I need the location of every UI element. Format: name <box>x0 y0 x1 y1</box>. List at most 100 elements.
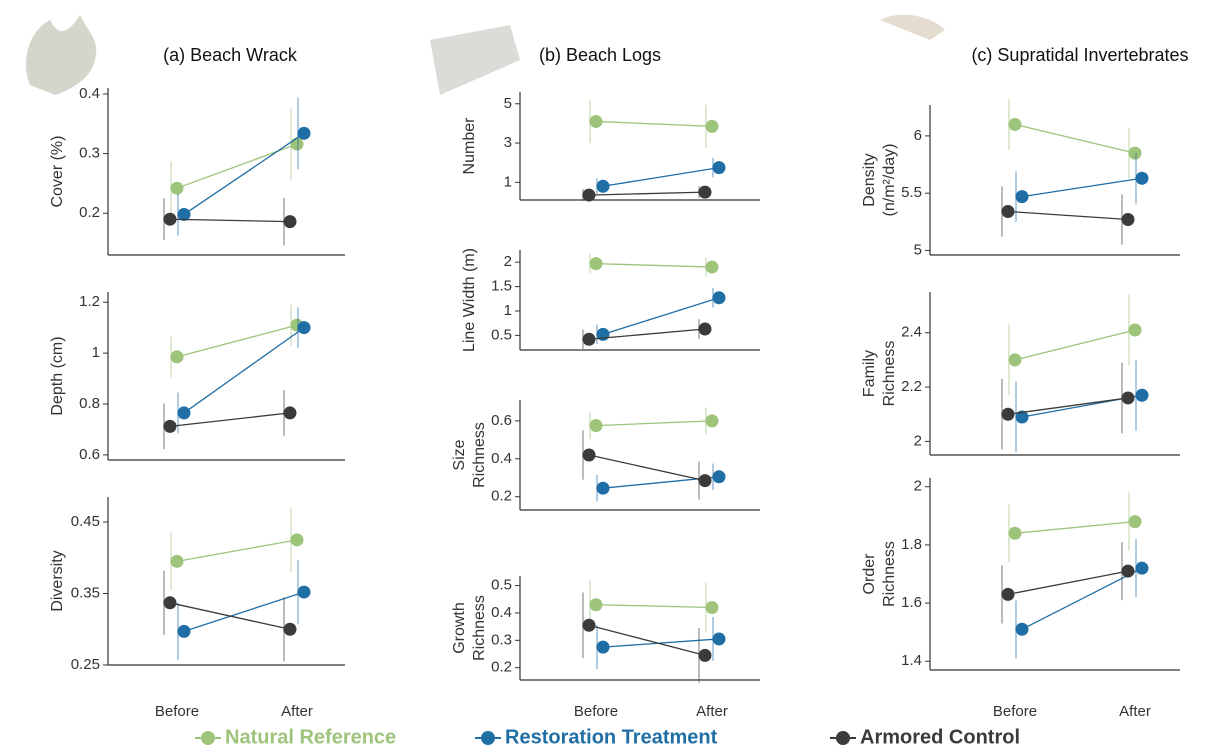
data-point <box>582 618 596 632</box>
y-tick-label: 5.5 <box>901 184 922 201</box>
data-point <box>1121 213 1135 227</box>
y-axis-label: (n/m²/day) <box>881 144 898 217</box>
data-point <box>705 600 719 614</box>
data-point <box>712 470 726 484</box>
data-point <box>712 632 726 646</box>
data-point <box>1015 410 1029 424</box>
data-point <box>712 291 726 305</box>
y-axis-label: Size <box>451 439 468 470</box>
series-line <box>588 454 706 482</box>
log-illustration <box>430 25 520 95</box>
data-point <box>1135 388 1149 402</box>
data-point <box>170 350 184 364</box>
data-point <box>290 533 304 547</box>
legend-marker <box>481 731 495 745</box>
data-point <box>596 481 610 495</box>
data-point <box>297 321 311 335</box>
data-point <box>1008 353 1022 367</box>
y-tick-label: 0.6 <box>491 412 512 429</box>
y-tick-label: 3 <box>504 134 512 151</box>
series-line <box>169 602 291 630</box>
series-line <box>588 191 706 196</box>
y-axis-label: Depth (cm) <box>49 336 66 415</box>
legend-marker <box>201 731 215 745</box>
y-axis-label: Diversity <box>49 550 66 611</box>
data-point <box>297 126 311 140</box>
y-tick-label: 1.2 <box>79 293 100 310</box>
y-tick-label: 1 <box>504 173 512 190</box>
y-tick-label: 5 <box>504 95 512 112</box>
y-tick-label: 0.2 <box>491 659 512 676</box>
y-axis-label: Family <box>861 350 878 397</box>
wrack-illustration <box>26 15 97 95</box>
series-line <box>602 166 720 187</box>
y-tick-label: 2 <box>914 432 922 449</box>
data-point <box>582 448 596 462</box>
y-axis-label: Density <box>861 153 878 206</box>
y-tick-label: 1 <box>504 302 512 319</box>
data-point <box>698 474 712 488</box>
legend-label: Restoration Treatment <box>505 726 718 748</box>
data-point <box>1128 146 1142 160</box>
series-line <box>1014 123 1136 154</box>
data-point <box>589 419 603 433</box>
data-point <box>1008 526 1022 540</box>
series-line <box>183 327 305 414</box>
data-point <box>283 215 297 229</box>
data-point <box>1128 323 1142 337</box>
y-tick-label: 0.2 <box>491 488 512 505</box>
y-axis-label: Cover (%) <box>49 135 66 207</box>
x-tick-label: Before <box>155 703 199 720</box>
data-point <box>596 640 610 654</box>
series-line <box>588 328 706 340</box>
y-tick-label: 1.4 <box>901 652 922 669</box>
series-line <box>595 120 713 128</box>
y-tick-label: 1 <box>92 344 100 361</box>
y-tick-label: 2 <box>504 253 512 270</box>
data-point <box>1121 391 1135 405</box>
data-point <box>1121 564 1135 578</box>
insect-illustration <box>880 14 945 40</box>
y-axis-label: Line Width (m) <box>461 248 478 352</box>
series-line <box>595 263 713 268</box>
data-point <box>283 622 297 636</box>
data-point <box>589 114 603 128</box>
y-tick-label: 0.2 <box>79 204 100 221</box>
legend-label: Armored Control <box>860 726 1020 748</box>
series-line <box>602 297 720 336</box>
y-axis-label: Growth <box>451 602 468 654</box>
data-point <box>1135 561 1149 575</box>
y-tick-label: 0.8 <box>79 395 100 412</box>
series-line <box>595 420 713 427</box>
series-line <box>588 624 706 656</box>
y-tick-label: 0.3 <box>79 145 100 162</box>
y-axis-label: Richness <box>471 595 488 661</box>
y-tick-label: 0.4 <box>79 85 100 102</box>
data-point <box>705 260 719 274</box>
data-point <box>163 596 177 610</box>
y-axis-label: Richness <box>881 541 898 607</box>
x-tick-label: After <box>696 703 728 720</box>
data-point <box>582 188 596 202</box>
y-tick-label: 0.5 <box>491 577 512 594</box>
series-line <box>1014 520 1136 534</box>
data-point <box>698 322 712 336</box>
data-point <box>589 257 603 271</box>
series-line <box>183 132 305 215</box>
x-tick-label: After <box>1119 703 1151 720</box>
series-line <box>169 412 291 428</box>
legend-label: Natural Reference <box>225 726 396 748</box>
series-line <box>176 539 298 562</box>
panel-title: (a) Beach Wrack <box>163 45 298 65</box>
x-tick-label: After <box>281 703 313 720</box>
data-point <box>698 648 712 662</box>
series-line <box>183 591 305 633</box>
data-point <box>1008 117 1022 131</box>
data-point <box>712 161 726 175</box>
y-tick-label: 2.2 <box>901 378 922 395</box>
y-tick-label: 0.3 <box>491 631 512 648</box>
series-line <box>1007 397 1129 415</box>
y-tick-label: 1.5 <box>491 278 512 295</box>
y-tick-label: 0.35 <box>71 584 100 601</box>
